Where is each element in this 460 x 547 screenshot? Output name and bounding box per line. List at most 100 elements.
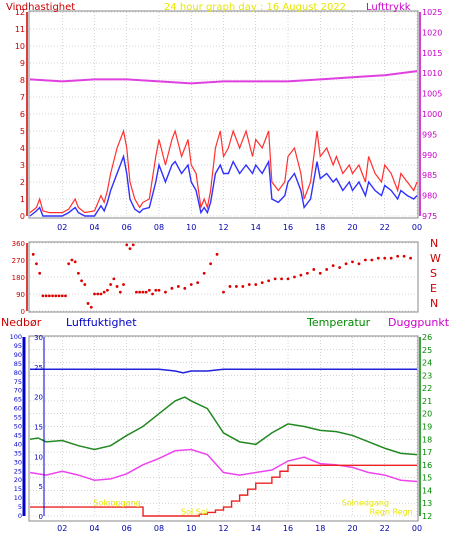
direction-point — [44, 294, 48, 298]
humidity-tick-label: 30 — [14, 458, 22, 466]
wind-tick-label: 1 — [20, 195, 25, 204]
temperature-tick-label: 20 — [422, 410, 432, 419]
direction-point — [109, 283, 113, 286]
temperature-tick-label: 21 — [422, 397, 432, 406]
rain-tick-label: 15 — [34, 424, 43, 432]
humidity-tick-label: 65 — [14, 396, 22, 404]
temperature-tick-label: 23 — [422, 371, 432, 380]
temperature-tick-label: 19 — [422, 423, 432, 432]
wind-x-tick-label: 20 — [347, 223, 357, 232]
direction-tick-label: 0 — [21, 308, 25, 316]
wind-gust-line — [29, 128, 418, 214]
temperature-tick-label: 18 — [422, 435, 432, 444]
sun-annotation: Sol Sol — [181, 507, 208, 516]
wind-x-tick-label: 08 — [154, 223, 164, 232]
climate-x-tick-label: 06 — [122, 524, 132, 533]
direction-point — [409, 256, 412, 260]
climate-x-tick-label: 08 — [154, 524, 164, 533]
temperature-tick-label: 15 — [422, 474, 432, 483]
wind-axis-title: Vindhastighet — [6, 2, 75, 13]
humidity-tick-label: 25 — [14, 467, 22, 475]
direction-point — [51, 294, 54, 298]
compass-label: S — [430, 267, 437, 280]
temperature-tick-label: 24 — [422, 359, 432, 368]
pressure-tick-label: 1005 — [422, 90, 442, 99]
wind-x-tick-label: 14 — [251, 223, 261, 232]
wind-x-tick-label: 02 — [57, 223, 67, 232]
direction-point — [318, 271, 322, 275]
direction-tick-label: 270 — [12, 257, 25, 265]
direction-point — [299, 273, 303, 277]
wind-tick-label: 4 — [20, 144, 25, 153]
rain-axis-title: Nedbør — [1, 316, 42, 329]
humidity-tick-label: 70 — [14, 387, 22, 395]
temperature-tick-label: 22 — [422, 384, 432, 393]
wind-tick-label: 3 — [20, 161, 25, 170]
temperature-tick-label: 26 — [422, 333, 432, 342]
direction-point — [122, 283, 125, 286]
direction-point — [189, 283, 193, 286]
direction-point — [106, 288, 109, 292]
direction-point — [86, 302, 90, 305]
direction-point — [254, 283, 258, 286]
temperature-tick-label: 14 — [422, 486, 432, 495]
direction-point — [247, 283, 251, 286]
series-layer — [29, 70, 418, 517]
direction-point — [357, 262, 361, 266]
pressure-tick-label: 985 — [422, 171, 437, 180]
direction-point — [70, 258, 74, 262]
wind-x-tick-label: 10 — [186, 223, 196, 232]
wind-x-tick-label: 06 — [122, 223, 132, 232]
climate-x-tick-label: 00 — [412, 524, 422, 533]
direction-tick-label: 180 — [12, 274, 25, 282]
direction-point — [344, 262, 348, 266]
humidity-tick-label: 80 — [14, 369, 22, 377]
direction-point — [131, 243, 135, 247]
direction-point — [89, 305, 93, 309]
wind-average-line — [29, 153, 418, 217]
direction-point — [35, 262, 38, 266]
direction-point — [115, 285, 119, 288]
direction-point — [151, 292, 154, 296]
climate-x-tick-label: 12 — [218, 524, 228, 533]
pressure-tick-label: 1025 — [422, 8, 442, 17]
humidity-tick-label: 20 — [14, 476, 22, 484]
humidity-tick-label: 15 — [14, 485, 22, 493]
direction-point — [154, 288, 158, 292]
humidity-tick-label: 35 — [14, 449, 22, 457]
temperature-tick-label: 12 — [422, 512, 432, 521]
direction-point — [202, 271, 206, 275]
humidity-tick-label: 45 — [14, 431, 22, 439]
wind-tick-label: 0 — [20, 212, 25, 221]
temperature-axis-title: Temperatur — [306, 316, 371, 329]
pressure-tick-label: 1020 — [422, 28, 442, 37]
rain-tick-label: 30 — [34, 334, 43, 342]
direction-point — [93, 292, 96, 296]
humidity-tick-label: 5 — [18, 503, 22, 511]
direction-point — [99, 292, 103, 296]
humidity-tick-label: 100 — [10, 333, 22, 341]
pressure-tick-label: 975 — [422, 212, 437, 221]
direction-point — [215, 252, 219, 256]
pressure-tick-label: 1015 — [422, 49, 442, 58]
wind-x-tick-label: 16 — [283, 223, 293, 232]
direction-point — [31, 252, 35, 256]
direction-point — [312, 268, 316, 271]
rain-tick-label: 5 — [39, 483, 43, 491]
wind-tick-label: 10 — [15, 42, 25, 51]
direction-point — [280, 277, 283, 281]
direction-point — [376, 256, 380, 260]
direction-point — [57, 294, 61, 298]
direction-point — [141, 290, 145, 294]
climate-x-tick-label: 02 — [57, 524, 67, 533]
direction-point — [135, 290, 138, 294]
rain-tick-label: 0 — [39, 513, 43, 521]
direction-point — [102, 290, 106, 294]
direction-point — [164, 290, 167, 294]
humidity-tick-label: 50 — [14, 423, 22, 431]
sun-annotation: Regn Regn — [370, 507, 413, 516]
axis-layer: 0123456789101112975980985990995100010051… — [10, 8, 443, 533]
direction-point — [41, 294, 45, 298]
direction-point — [183, 286, 187, 290]
